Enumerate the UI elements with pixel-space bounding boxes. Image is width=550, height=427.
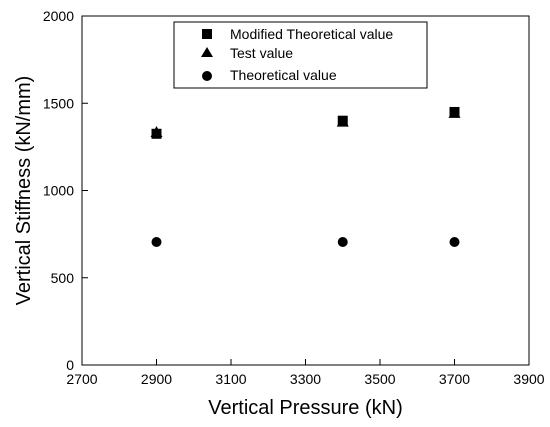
legend-triangle-marker [201,47,213,57]
data-point-theoretical-value [151,236,162,247]
y-axis-tick-label: 500 [51,270,75,286]
legend-box [173,21,428,89]
x-axis-tick-labels: 2700 2900 3100 3300 3500 3700 3900 [66,371,544,387]
legend-label-modified-theoretical: Modified Theoretical value [230,26,393,42]
data-point-test-value [150,126,163,138]
y-axis-tick-label: 1000 [43,183,74,199]
x-axis-ticks [81,359,530,365]
x-axis-tick-label: 3300 [290,371,321,387]
x-axis-tick-label: 3700 [439,371,470,387]
y-axis-tick-labels: 0 500 1000 1500 2000 [43,8,74,373]
data-point-theoretical-value [337,236,348,247]
y-axis-tick-label: 2000 [43,8,74,24]
legend-circle-marker [202,71,212,81]
data-point-test-value [448,106,461,118]
x-axis-tick-label: 2900 [141,371,172,387]
legend-square-marker [202,29,212,39]
y-axis-tick-label: 1500 [43,95,74,111]
x-axis-tick-label: 3500 [364,371,395,387]
legend: Modified Theoretical value Test value Th… [173,21,428,89]
y-axis-tick-label: 0 [66,357,74,373]
data-point-theoretical-value [449,236,460,247]
legend-label-test-value: Test value [230,45,293,61]
x-axis-tick-label: 3900 [513,371,544,387]
x-axis-title: Vertical Pressure (kN) [208,397,403,419]
x-axis-tick-label: 2700 [66,371,97,387]
data-series [150,106,461,247]
x-axis-tick-label: 3100 [215,371,246,387]
legend-label-theoretical-value: Theoretical value [230,67,337,83]
y-axis-ticks [82,15,88,366]
y-axis-title: Vertical Stiffness (kN/mm) [13,76,35,306]
data-point-test-value [336,115,349,127]
